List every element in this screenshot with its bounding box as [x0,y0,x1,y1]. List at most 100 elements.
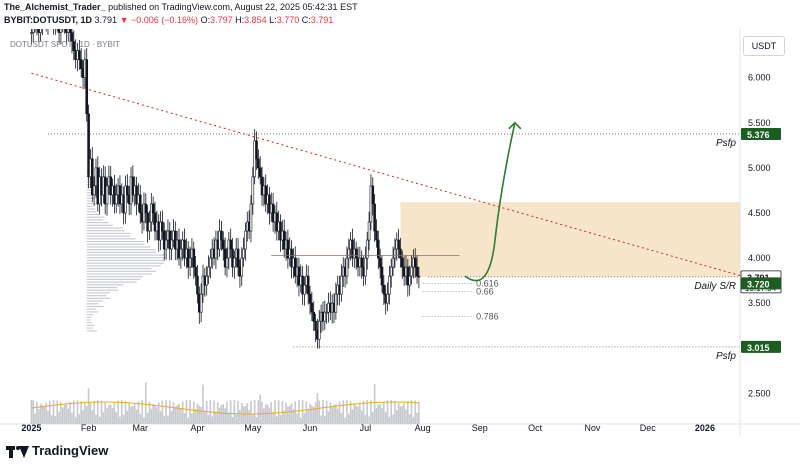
published-text: published on TradingView.com, August 22,… [108,2,358,12]
volume-profile-bar [87,325,95,326]
publish-info: The_Alchemist_Trader_ published on Tradi… [4,2,358,12]
volume-bar [51,415,53,424]
volume-profile-bar [87,284,124,285]
volume-profile-bar [87,290,118,291]
volume-bar [71,413,73,424]
candle [313,312,315,321]
volume-profile-bar [87,276,143,277]
time-axis-tick: 2025 [21,423,41,433]
candle [40,29,42,33]
volume-bar [390,400,392,424]
volume-bar [173,402,175,424]
time-axis-tick: Apr [190,423,204,433]
candle [32,29,34,33]
candle [189,258,191,267]
open-label: O: [201,15,211,25]
volume-bar [130,406,132,424]
volume-bar [134,403,136,424]
volume-bar [211,416,213,424]
volume-bar [387,400,389,424]
volume-bar [385,412,387,424]
candle [311,303,313,312]
candle [361,258,363,267]
candle [381,267,383,285]
volume-bar [331,407,333,424]
author-name[interactable]: The_Alchemist_Trader_ [4,2,106,12]
candle [418,276,420,277]
volume-bar [263,408,265,424]
volume-bar [401,406,403,424]
time-axis-tick: Mar [132,423,148,433]
close-label: C: [302,15,311,25]
symbol-label[interactable]: BYBIT:DOTUSDT, 1D [4,15,92,25]
volume-bar [103,412,105,424]
volume-profile-bar [87,230,125,231]
volume-bar [339,402,341,424]
volume-bar [374,384,376,424]
tradingview-logo[interactable]: TradingView [6,443,108,458]
volume-bar [156,407,158,424]
candle [86,60,88,114]
last-price: 3.791 [95,15,118,25]
volume-bar [278,400,280,424]
volume-bar [403,403,405,424]
candle [383,285,385,294]
candle [372,186,374,204]
volume-bar [208,415,210,424]
volume-bar [376,408,378,424]
volume-profile-bar [87,246,151,247]
volume-profile-bar [87,287,118,288]
volume-bar [289,406,291,424]
volume-profile-bar [87,328,93,329]
candle [374,204,376,231]
candle [368,222,370,240]
volume-bar [219,408,221,424]
candle [388,276,390,294]
volume-bar [361,410,363,424]
candle [195,267,197,276]
low-label: L: [269,15,277,25]
volume-profile-bar [87,265,161,266]
volume-profile-bar [87,271,156,272]
volume-bar [73,400,75,424]
ohlc-legend: BYBIT:DOTUSDT, 1D 3.791 ▼ −0.006 (−0.16%… [4,15,333,25]
volume-bar [394,401,396,424]
price-axis-tick: 4.000 [748,253,771,263]
volume-bar [106,408,108,424]
candle [256,141,258,159]
volume-bar [160,411,162,424]
candle [324,312,326,321]
volume-profile-bar [87,311,98,312]
price-axis-tick: 6.000 [748,73,771,83]
volume-bar [58,412,60,424]
volume-profile-bar [87,217,105,218]
high-label: H: [235,15,244,25]
volume-bar [341,413,343,424]
price-axis-tick: 4.500 [748,208,771,218]
price-change: ▼ −0.006 (−0.16%) [120,15,198,25]
candle [80,60,82,69]
currency-button[interactable]: USDT [743,36,785,56]
volume-bar [294,401,296,424]
volume-bar [396,410,398,424]
candle [259,168,261,177]
volume-bar [121,400,123,424]
volume-bar [202,385,204,424]
volume-bar [315,402,317,424]
volume-bar [136,410,138,424]
volume-profile-bar [87,300,104,301]
volume-bar [38,409,40,424]
volume-bar [239,410,241,424]
volume-profile-bar [87,322,92,323]
volume-bar [119,417,121,424]
high-value: 3.854 [244,15,267,25]
candle [340,276,342,294]
price-tag-label: 5.376 [747,130,770,140]
candle [145,204,147,213]
candle [222,240,224,249]
volume-profile-bar [87,282,137,283]
volume-bar [221,405,223,424]
price-chart[interactable]: Psfp Daily S/R Psfp 0.6160.66 0.786 6.000 5.50… [0,29,800,436]
volume-bar [237,401,239,424]
candle [399,249,401,258]
